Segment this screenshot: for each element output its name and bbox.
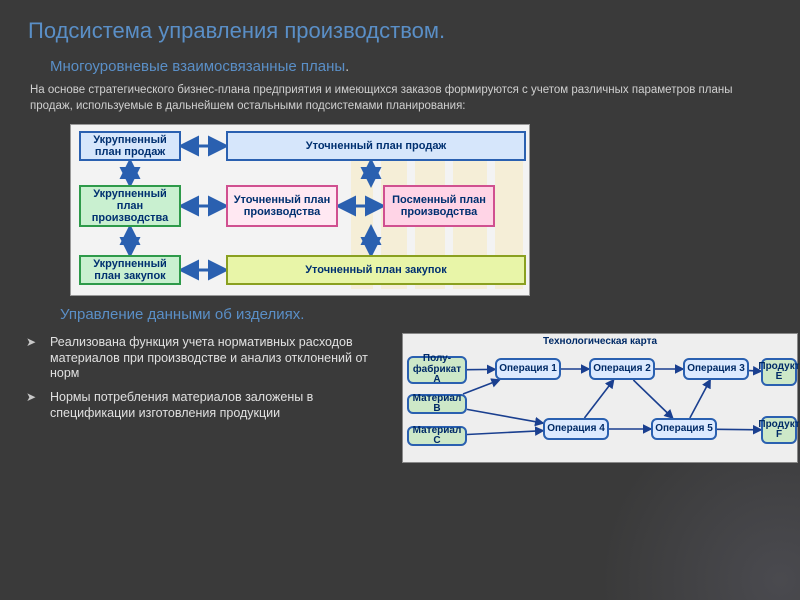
plan-box-b4: Уточненный план производства: [226, 185, 338, 227]
node-op3: Операция 3: [683, 358, 749, 380]
plan-box-b3: Укрупненный план производства: [79, 185, 181, 227]
node-mC: Материал C: [407, 426, 467, 446]
node-pfA: Полу-фабрикат A: [407, 356, 467, 384]
node-pF: Продукт F: [761, 416, 797, 444]
plan-box-b2: Уточненный план продаж: [226, 131, 526, 161]
node-op1: Операция 1: [495, 358, 561, 380]
subtitle-text: Многоуровневые взаимосвязанные планы: [50, 58, 345, 75]
plan-box-b1: Укрупненный план продаж: [79, 131, 181, 161]
bullet-item: Нормы потребления материалов заложены в …: [22, 388, 400, 427]
node-op4: Операция 4: [543, 418, 609, 440]
node-op2: Операция 2: [589, 358, 655, 380]
subtitle: Многоуровневые взаимосвязанные планы.: [0, 44, 800, 75]
section-product-data: Управление данными об изделиях.: [0, 296, 800, 323]
node-mB: Материал B: [407, 394, 467, 414]
description-text: На основе стратегического бизнес-плана п…: [0, 75, 800, 114]
bullet-item: Реализована функция учета нормативных ра…: [22, 333, 400, 388]
plan-box-b7: Уточненный план закупок: [226, 255, 526, 285]
subtitle-dot: .: [345, 58, 349, 75]
node-pE: Продукт E: [761, 358, 797, 386]
page-title: Подсистема управления производством.: [0, 0, 800, 44]
plan-box-b5: Посменный план производства: [383, 185, 495, 227]
plans-diagram: Укрупненный план продаж Уточненный план п…: [70, 124, 530, 296]
tech-card-title: Технологическая карта: [403, 336, 797, 347]
tech-card-diagram: Технологическая карта Полу-фабрикат A Мате…: [402, 333, 798, 463]
node-op5: Операция 5: [651, 418, 717, 440]
plan-box-b6: Укрупненный план закупок: [79, 255, 181, 285]
bullet-list: Реализована функция учета нормативных ра…: [22, 333, 400, 463]
